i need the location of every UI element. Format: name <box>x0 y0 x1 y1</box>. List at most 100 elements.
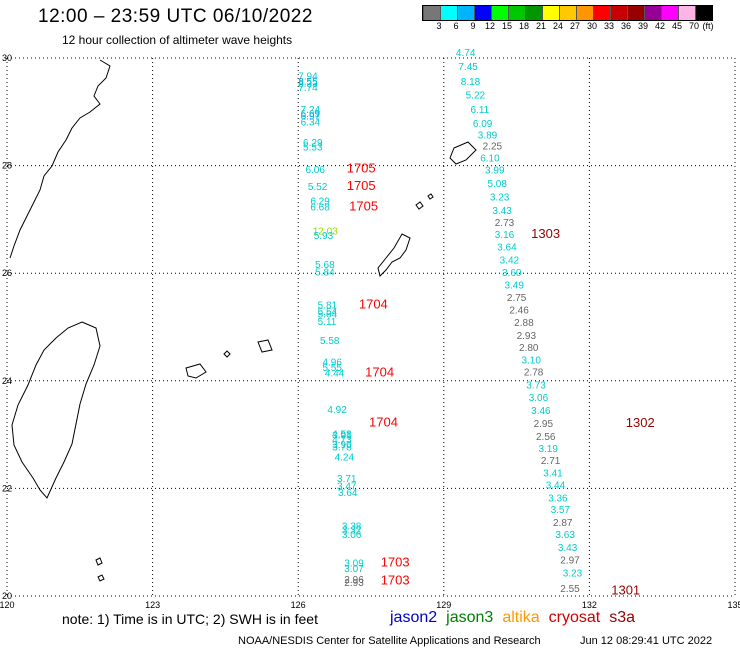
small-island-3 <box>95 557 103 566</box>
legend-tick-label: 27 <box>569 21 581 31</box>
wave-height-value: 5.55 <box>322 363 342 374</box>
wave-height-value: 3.60 <box>502 268 522 279</box>
wave-height-value: 6.29 <box>310 196 330 207</box>
legend-unit: (ft) <box>702 21 714 31</box>
wave-height-value: 6.11 <box>470 105 489 116</box>
wave-height-value: 6.06 <box>305 165 325 176</box>
wave-height-value: 6.68 <box>310 202 330 213</box>
legend-swatch <box>593 6 610 20</box>
mission-legend-item: cryosat <box>548 609 601 626</box>
wave-height-value: 3.16 <box>495 230 515 241</box>
pass-number-label: 1705 <box>347 161 376 176</box>
map-subtitle: 12 hour collection of altimeter wave hei… <box>62 33 293 47</box>
wave-height-value: 3.89 <box>478 131 498 142</box>
latitude-label: 20 <box>2 591 12 601</box>
wave-height-value: 2.75 <box>507 293 527 304</box>
legend-tick-label: 33 <box>603 21 615 31</box>
ishigaki-outline <box>185 363 207 379</box>
wave-height-value: 7.24 <box>301 105 321 116</box>
legend-swatch <box>491 6 508 20</box>
wave-height-value: 2.73 <box>495 218 515 229</box>
wave-height-value: 3.91 <box>332 430 352 441</box>
small-island-4 <box>97 574 105 582</box>
wave-height-value: 4.24 <box>335 452 355 463</box>
taiwan-outline <box>11 321 101 499</box>
legend-tick-label: 15 <box>501 21 513 31</box>
wave-height-value: 3.41 <box>543 469 563 480</box>
pass-number-label: 1703 <box>381 573 410 588</box>
wave-height-value: 3.63 <box>555 530 575 541</box>
legend-swatch <box>559 6 576 20</box>
wave-height-value: 4.73 <box>332 435 352 446</box>
pass-number-label: 1302 <box>626 415 655 430</box>
wave-height-value: 3.99 <box>485 166 505 177</box>
legend-tick-label: 39 <box>637 21 649 31</box>
wave-height-value: 5.53 <box>303 143 323 154</box>
wave-height-value: 3.06 <box>342 530 362 541</box>
longitude-label: 123 <box>145 600 160 610</box>
pass-number-label: 1704 <box>369 415 398 430</box>
wave-height-value: 2.55 <box>560 584 580 595</box>
wave-height-value: 2.96 <box>344 575 364 586</box>
credit-line: NOAA/NESDIS Center for Satellite Applica… <box>238 635 541 647</box>
wave-height-value: 3.38 <box>342 521 362 532</box>
wave-height-value: 4.74 <box>456 48 476 59</box>
wave-height-value: 5.68 <box>315 260 335 271</box>
pass-number-label: 1705 <box>349 198 378 213</box>
wave-height-value: 3.06 <box>529 393 549 404</box>
wave-height-value: 3.23 <box>490 193 510 204</box>
map-grid <box>6 57 736 597</box>
wave-height-value: 6.29 <box>303 138 323 149</box>
mission-legend: jason2 jason3 altika cryosat s3a <box>390 609 644 627</box>
wave-height-value: 5.22 <box>466 90 486 101</box>
wave-height-value: 8.18 <box>461 77 481 88</box>
wave-height-value: 8.55 <box>298 77 318 88</box>
pass-number-label: 1703 <box>381 554 410 569</box>
latitude-label: 28 <box>2 161 12 171</box>
wave-height-value: 2.80 <box>519 343 539 354</box>
ryukyu-islands-north <box>9 59 111 259</box>
wave-height-value: 3.36 <box>548 493 568 504</box>
legend-tick-label: 9 <box>470 21 476 31</box>
longitude-label: 126 <box>291 600 306 610</box>
legend-swatch <box>695 6 712 20</box>
latitude-label: 26 <box>2 268 12 278</box>
wave-height-value: 3.64 <box>338 488 358 499</box>
small-island-5 <box>223 350 231 358</box>
pass-number-label: 1704 <box>359 297 388 312</box>
wave-height-value: 3.43 <box>492 206 512 217</box>
wave-height-value: 4.58 <box>332 429 352 440</box>
legend-tick-label: 70 <box>688 21 700 31</box>
wave-height-value: 8.33 <box>298 79 318 90</box>
mission-legend-item: altika <box>502 609 540 626</box>
wave-height-value: 12.03 <box>313 226 338 237</box>
wave-height-value: 3.64 <box>497 243 517 254</box>
wave-height-value: 7.94 <box>298 72 318 83</box>
legend-swatch <box>576 6 593 20</box>
wave-height-value: 6.10 <box>480 153 500 164</box>
pass-number-label: 1303 <box>531 226 560 241</box>
mission-legend-item: jason3 <box>446 609 494 626</box>
wave-height-value: 3.78 <box>332 443 352 454</box>
wave-height-value: 2.93 <box>517 331 537 342</box>
wave-height-value: 3.07 <box>344 564 364 575</box>
wave-height-value: 2.93 <box>344 578 364 589</box>
legend-swatch <box>542 6 559 20</box>
wave-height-value: 2.95 <box>534 419 554 430</box>
wave-height-value: 3.49 <box>504 280 524 291</box>
legend-swatch <box>423 6 440 20</box>
legend-tick-label: 42 <box>654 21 666 31</box>
wave-height-value: 2.78 <box>524 367 544 378</box>
wave-height-value: 3.47 <box>337 481 357 492</box>
wave-height-value: 3.32 <box>342 526 362 537</box>
legend-swatch <box>610 6 627 20</box>
legend-swatch <box>661 6 678 20</box>
wave-height-value: 4.96 <box>322 358 342 369</box>
wave-height-value: 5.54 <box>318 307 338 318</box>
mission-legend-item: jason2 <box>390 609 438 626</box>
legend-tick-label: 36 <box>620 21 632 31</box>
wave-height-value: 3.09 <box>344 558 364 569</box>
wave-height-value: 2.25 <box>483 141 503 152</box>
wave-height-value: 7.74 <box>298 83 318 94</box>
